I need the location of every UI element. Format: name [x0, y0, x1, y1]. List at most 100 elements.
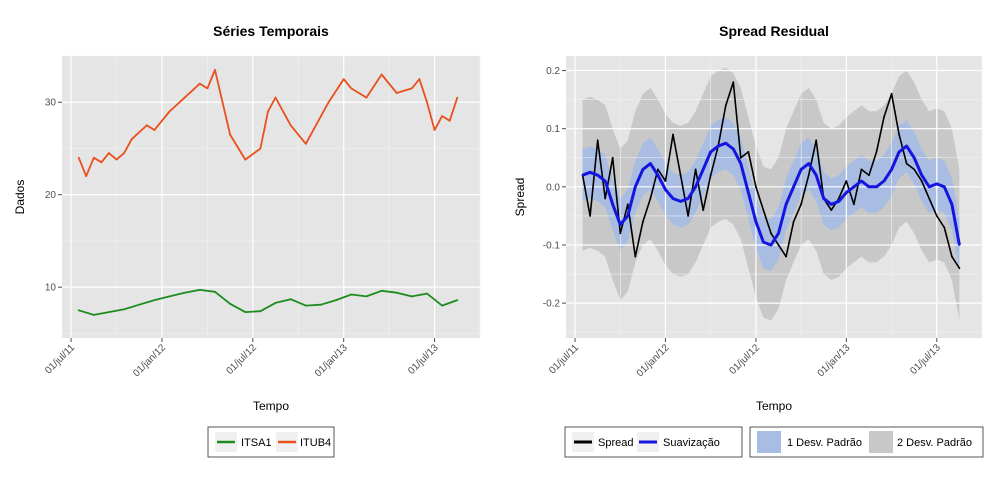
series-point	[244, 311, 247, 313]
left-grid	[62, 55, 481, 338]
left-y-ticks: 10 20 30	[45, 98, 62, 294]
series-point	[672, 197, 674, 200]
series-point	[913, 168, 916, 171]
series-point	[958, 244, 961, 246]
series-point	[762, 209, 765, 212]
series-point	[845, 180, 848, 182]
series-point	[845, 191, 848, 194]
band-2sd	[582, 67, 960, 321]
series-point	[626, 203, 629, 206]
right-chart-title: Spread Residual	[719, 23, 829, 39]
series-point	[92, 156, 95, 159]
series-point	[77, 156, 80, 159]
series-point	[883, 116, 885, 118]
x-tick-label: 01/jul/11	[547, 342, 581, 376]
series-point	[153, 129, 156, 131]
series-point	[672, 133, 674, 136]
series-point	[679, 200, 682, 203]
right-y-axis-title: Spread	[513, 178, 527, 217]
series-point	[611, 203, 614, 206]
series-point	[732, 148, 735, 150]
series-point	[928, 185, 931, 188]
series-point	[145, 124, 148, 127]
series-point	[649, 197, 652, 200]
series-point	[365, 96, 368, 99]
series-point	[875, 151, 878, 153]
y-tick-label: 20	[45, 190, 57, 201]
series-point	[762, 241, 765, 244]
right-legend-lines: Spread Suavização	[564, 426, 743, 458]
series-point	[853, 185, 855, 188]
series-point	[327, 101, 330, 104]
series-point	[785, 255, 787, 258]
series-point	[868, 185, 870, 188]
y-tick-label: -0.1	[543, 240, 561, 251]
right-y-ticks: -0.2 -0.1 0.0 0.1 0.2	[543, 66, 566, 310]
right-legend-key-1sd	[757, 431, 781, 453]
left-x-axis-title: Tempo	[253, 399, 289, 413]
series-point	[85, 175, 88, 178]
series-point	[581, 174, 584, 177]
right-legend-bands: 1 Desv. Padrão 2 Desv. Padrão	[749, 426, 984, 458]
left-legend-label-itub4: ITUB4	[300, 437, 331, 449]
series-point	[365, 295, 368, 298]
right-legend-label-spread: Spread	[598, 437, 633, 449]
left-legend-label-itsa1: ITSA1	[241, 437, 272, 449]
series-point	[815, 139, 818, 142]
series-point	[115, 158, 118, 161]
series-point	[853, 203, 855, 206]
series-point	[807, 174, 810, 177]
right-legend-label-2sd: 2 Desv. Padrão	[897, 437, 972, 449]
series-point	[822, 197, 825, 200]
left-chart-title: Séries Temporais	[213, 23, 329, 39]
series-point	[77, 309, 80, 312]
series-point	[153, 299, 156, 301]
series-point	[611, 156, 614, 159]
series-point	[304, 142, 307, 145]
series-point	[664, 180, 667, 182]
series-point	[206, 87, 209, 90]
series-point	[694, 168, 697, 171]
y-tick-label: -0.2	[543, 299, 561, 310]
series-point	[890, 168, 893, 171]
right-series	[581, 81, 961, 270]
left-x-ticks: 01/jul/11 01/jan/12 01/jul/12 01/jan/13 01/j…	[43, 338, 441, 379]
series-point	[709, 151, 712, 153]
series-point	[448, 119, 451, 122]
series-point	[380, 73, 383, 76]
series-point	[800, 168, 802, 171]
right-grid	[566, 56, 983, 338]
series-point	[702, 168, 705, 171]
series-point	[807, 162, 810, 165]
series-point	[679, 174, 682, 177]
series-point	[214, 69, 216, 71]
series-point	[433, 129, 436, 131]
x-tick-label: 01/jan/13	[313, 342, 350, 379]
series-point	[739, 162, 742, 165]
series-point	[183, 96, 186, 99]
y-tick-label: 30	[45, 98, 57, 109]
series-point	[619, 232, 622, 235]
series-point	[92, 314, 95, 316]
y-tick-label: 0.0	[546, 182, 560, 193]
series-point	[860, 180, 863, 182]
series-point	[108, 152, 110, 155]
series-point	[198, 289, 201, 291]
series-point	[274, 302, 277, 304]
series-point	[350, 293, 353, 296]
series-point	[596, 139, 599, 142]
right-bands	[582, 67, 960, 321]
series-point	[642, 220, 644, 223]
right-legend-label-suavizacao: Suavização	[663, 437, 720, 449]
series-point	[456, 299, 459, 301]
series-point	[229, 133, 232, 136]
series-point	[777, 244, 780, 246]
series-point	[935, 183, 938, 185]
series-point	[138, 303, 141, 306]
series-point	[755, 185, 757, 188]
series-point	[739, 156, 742, 159]
series-point	[108, 311, 110, 313]
series-point	[792, 220, 795, 223]
y-tick-label: 10	[45, 283, 57, 294]
series-point	[596, 174, 599, 177]
